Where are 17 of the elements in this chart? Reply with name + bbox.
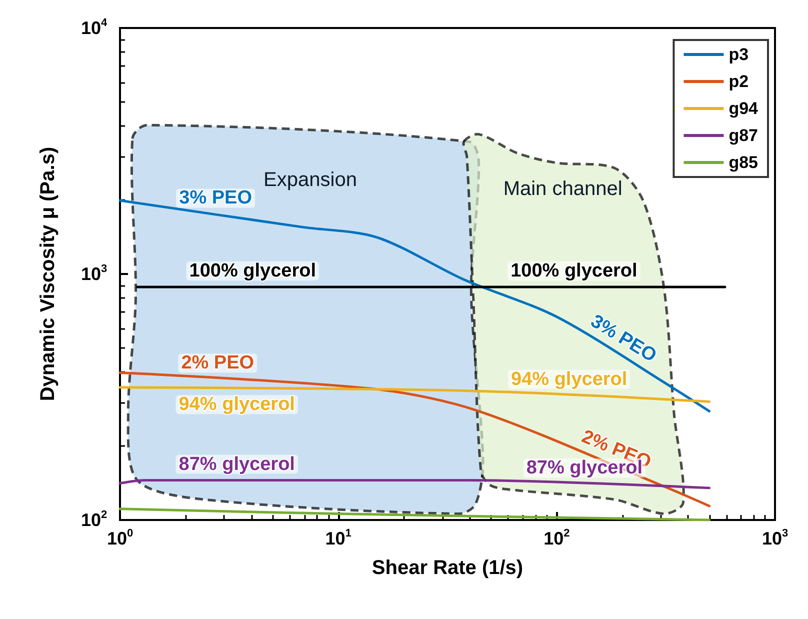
annotation: 94% glycerol — [178, 394, 295, 416]
annotation: 100% glycerol — [510, 260, 638, 282]
annotation: 87% glycerol — [178, 454, 295, 475]
series-label: Main channel — [503, 178, 622, 200]
annotation: 94% glycerol — [511, 368, 628, 390]
legend-label: g87 — [728, 126, 758, 145]
annotation: 2% PEO — [181, 352, 254, 374]
annotation: 100% glycerol — [189, 260, 316, 282]
annotation: 3% PEO — [586, 310, 660, 367]
legend-label: g85 — [728, 153, 758, 172]
legend-label: g94 — [728, 99, 759, 118]
series-label: Expansion — [264, 169, 357, 192]
legend-label: p2 — [728, 72, 749, 91]
y-axis-title: Dynamic Viscosity μ (Pa.s) — [37, 146, 59, 402]
annotation: 3% PEO — [179, 188, 252, 209]
x-axis-title: Shear Rate (1/s) — [372, 557, 524, 579]
legend-label: p3 — [728, 45, 749, 64]
